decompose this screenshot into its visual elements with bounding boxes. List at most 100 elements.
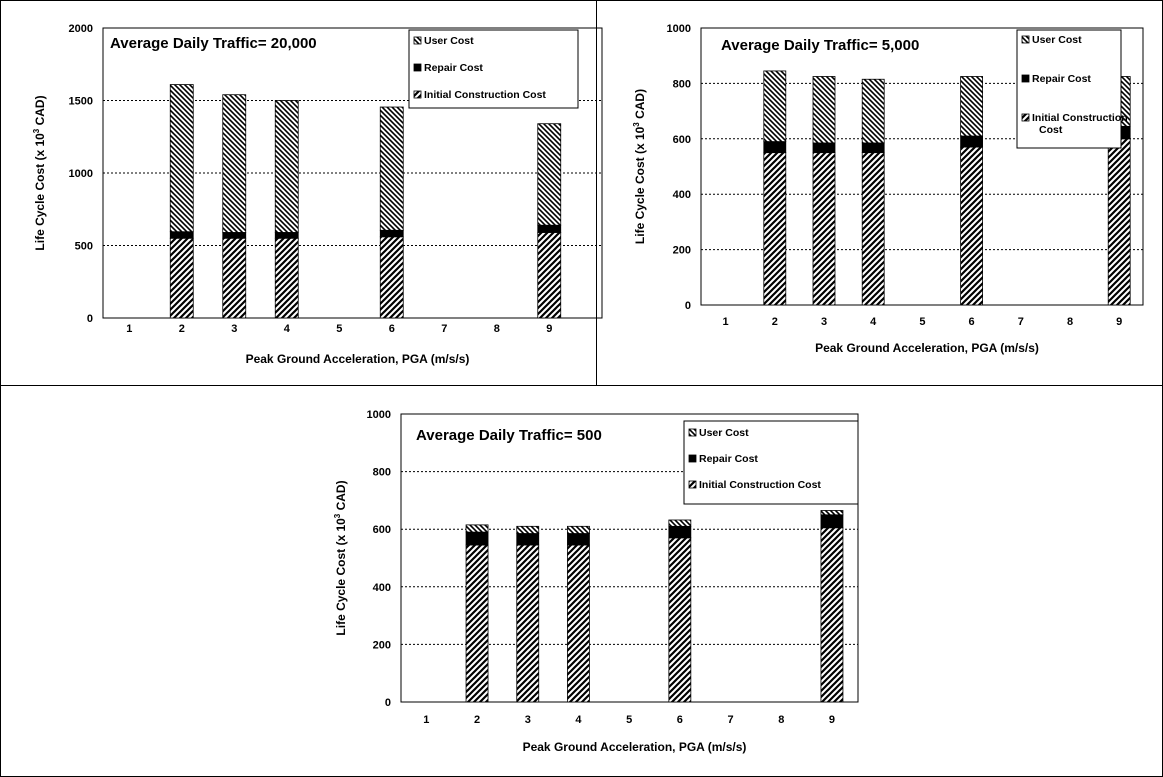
plot-area-frame	[400, 413, 859, 703]
chart-title: Average Daily Traffic= 500	[416, 427, 602, 444]
bar-user-cost	[763, 70, 787, 142]
legend-label: Repair Cost	[424, 62, 483, 74]
y-tick-label: 200	[373, 639, 391, 651]
bar-user-cost	[274, 100, 299, 233]
bar-initial-construction-cost	[820, 527, 844, 703]
bar-user-cost	[537, 123, 562, 226]
bar-initial-construction-cost	[812, 152, 836, 306]
bar-repair-cost	[812, 142, 836, 154]
bar-initial-construction-cost	[465, 544, 489, 703]
legend-label: Repair Cost	[699, 453, 758, 465]
bar-initial-construction-cost	[567, 544, 590, 703]
x-tick-label: 4	[575, 714, 582, 726]
legend-label: Initial Construction Cost	[424, 89, 546, 101]
y-tick-label: 400	[373, 582, 391, 594]
legend-label-line: Cost	[1039, 124, 1063, 136]
x-axis-title: Peak Ground Acceleration, PGA (m/s/s)	[815, 341, 1039, 355]
bar-user-cost	[668, 519, 692, 527]
y-axis-title-unit: CAD)	[633, 89, 647, 122]
legend-label: Repair Cost	[1032, 73, 1091, 85]
y-tick-label: 800	[373, 467, 391, 479]
chart-title: Average Daily Traffic= 5,000	[721, 37, 919, 54]
x-tick-label: 7	[441, 323, 447, 335]
y-axis-title-sup: 3	[333, 513, 342, 518]
chart-title: Average Daily Traffic= 20,000	[110, 35, 317, 52]
bar-user-cost	[820, 510, 844, 516]
chart-adt-20000: 0 500 1000 1500 2000 1 2 3 4 5 6 7 8 9 Peak Ground Acc…	[32, 23, 603, 366]
legend-box	[1016, 29, 1122, 149]
x-tick-label: 5	[919, 316, 925, 328]
legend-swatch	[413, 90, 422, 99]
bar-initial-construction-cost	[516, 544, 540, 703]
x-tick-label: 7	[1018, 316, 1024, 328]
y-tick-label: 2000	[69, 23, 93, 35]
bar-initial-construction-cost	[861, 152, 885, 306]
y-tick-label: 1000	[367, 409, 391, 421]
bar-user-cost	[379, 106, 404, 231]
y-tick-label: 0	[87, 313, 93, 325]
x-tick-label: 9	[546, 323, 552, 335]
bar-repair-cost	[222, 232, 247, 239]
x-tick-label: 2	[772, 316, 778, 328]
bar-initial-construction-cost	[960, 146, 983, 306]
bar-user-cost	[812, 76, 836, 144]
bar-user-cost	[567, 525, 590, 534]
x-tick-label: 9	[829, 714, 835, 726]
legend-label: User Cost	[1032, 34, 1082, 46]
x-tick-label: 1	[126, 323, 132, 335]
legend-label-line: Initial Construction	[1032, 112, 1128, 124]
bar-initial-construction-cost	[379, 236, 404, 319]
bar-repair-cost	[516, 533, 540, 546]
legend-label: Initial Construction Cost	[699, 479, 821, 491]
x-tick-label: 8	[1067, 316, 1073, 328]
bar-initial-construction-cost	[537, 232, 562, 319]
x-tick-label: 6	[677, 714, 683, 726]
legend-label: User Cost	[699, 427, 749, 439]
y-tick-label: 1000	[667, 23, 691, 35]
bar-repair-cost	[274, 232, 299, 239]
bar-initial-construction-cost	[222, 237, 247, 319]
y-axis-title-unit: CAD)	[334, 480, 348, 513]
legend-swatch	[1021, 74, 1030, 83]
bar-repair-cost	[861, 142, 885, 154]
legend-swatch	[688, 454, 697, 463]
x-tick-label: 4	[284, 323, 291, 335]
y-tick-label: 1500	[69, 96, 93, 108]
legend-box	[683, 420, 859, 505]
x-axis-title: Peak Ground Acceleration, PGA (m/s/s)	[246, 352, 470, 366]
y-axis-title-main: Life Cycle Cost (x 10	[33, 133, 47, 251]
bar-initial-construction-cost	[668, 537, 692, 703]
bar-repair-cost	[379, 229, 404, 238]
bar-user-cost	[960, 76, 983, 137]
bar-repair-cost	[537, 224, 562, 233]
bar-repair-cost	[763, 141, 787, 154]
y-axis-title-sup: 3	[632, 122, 641, 127]
x-tick-label: 3	[821, 316, 827, 328]
y-tick-label: 200	[673, 245, 691, 257]
x-tick-label: 3	[525, 714, 531, 726]
x-tick-label: 6	[969, 316, 975, 328]
bar-repair-cost	[820, 514, 844, 529]
bar-repair-cost	[668, 525, 692, 539]
y-tick-label: 0	[685, 300, 691, 312]
legend-swatch	[1021, 113, 1030, 122]
x-tick-label: 8	[778, 714, 784, 726]
y-axis-title: Life Cycle Cost (x 103 CAD)	[333, 480, 348, 635]
y-tick-label: 600	[673, 134, 691, 146]
x-tick-label: 9	[1116, 316, 1122, 328]
x-tick-label: 6	[389, 323, 395, 335]
plot-area-frame	[102, 27, 603, 319]
x-tick-label: 3	[231, 323, 237, 335]
legend-swatch	[413, 36, 422, 45]
y-tick-label: 500	[75, 241, 93, 253]
legend-label: Initial Construction Cost	[1032, 112, 1128, 136]
x-tick-label: 7	[727, 714, 733, 726]
bar-initial-construction-cost	[1107, 138, 1131, 306]
bar-user-cost	[516, 525, 540, 534]
bar-user-cost	[861, 78, 885, 144]
legend-swatch	[1021, 35, 1030, 44]
x-tick-label: 8	[494, 323, 500, 335]
legend-swatch	[688, 428, 697, 437]
legend-swatch	[413, 63, 422, 72]
